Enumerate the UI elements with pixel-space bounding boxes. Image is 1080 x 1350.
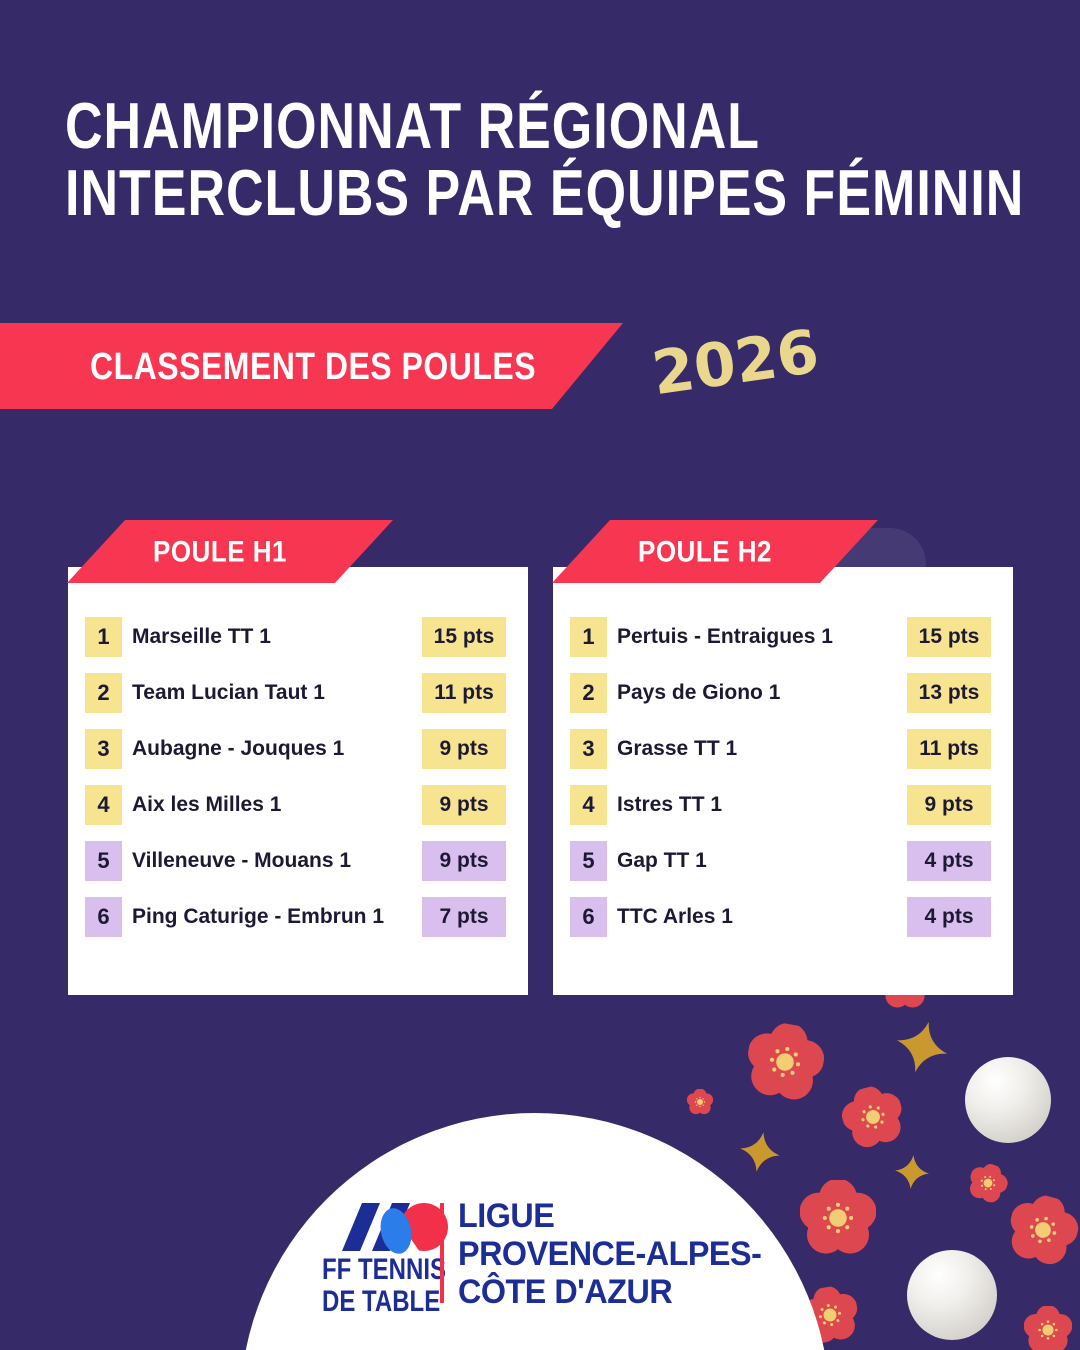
rank-badge: 6 <box>570 897 607 937</box>
rank-badge: 4 <box>85 785 122 825</box>
pool-header-label: POULE H2 <box>637 533 773 569</box>
rank-badge: 4 <box>570 785 607 825</box>
table-row: 3 Grasse TT 1 11 pts <box>570 729 991 769</box>
table-row: 6 Ping Caturige - Embrun 1 7 pts <box>85 897 506 937</box>
league-name: LIGUE PROVENCE-ALPES- CÔTE D'AZUR <box>458 1197 762 1311</box>
points-badge: 15 pts <box>907 617 991 657</box>
flower-icon <box>841 1086 902 1148</box>
team-name: Marseille TT 1 <box>132 625 271 648</box>
table-row: 6 TTC Arles 1 4 pts <box>570 897 991 937</box>
team-name: Gap TT 1 <box>617 849 707 872</box>
team-name: Ping Caturige - Embrun 1 <box>132 905 385 928</box>
pool-card: POULE H1 1 Marseille TT 1 15 pts 2 Team … <box>67 520 528 995</box>
team-name: Istres TT 1 <box>617 793 723 816</box>
table-row: 5 Villeneuve - Mouans 1 9 pts <box>85 841 506 881</box>
rank-badge: 1 <box>570 617 607 657</box>
pool-standings-table: 1 Pertuis - Entraigues 1 15 pts 2 Pays d… <box>553 567 1013 995</box>
rank-badge: 5 <box>85 841 122 881</box>
flower-icon <box>747 1022 825 1100</box>
points-badge: 13 pts <box>907 673 991 713</box>
table-row: 4 Istres TT 1 9 pts <box>570 785 991 825</box>
flower-icon <box>1024 1306 1072 1350</box>
rank-badge: 1 <box>85 617 122 657</box>
pool-standings-table: 1 Marseille TT 1 15 pts 2 Team Lucian Ta… <box>68 567 528 995</box>
ball-icon <box>907 1250 997 1340</box>
table-row: 4 Aix les Milles 1 9 pts <box>85 785 506 825</box>
points-badge: 11 pts <box>422 673 506 713</box>
table-row: 2 Pays de Giono 1 13 pts <box>570 673 991 713</box>
flower-icon <box>800 1180 876 1254</box>
table-row: 1 Marseille TT 1 15 pts <box>85 617 506 657</box>
table-row: 2 Team Lucian Taut 1 11 pts <box>85 673 506 713</box>
flower-icon <box>687 1089 713 1115</box>
points-badge: 4 pts <box>907 841 991 881</box>
classement-banner: CLASSEMENT DES POULES <box>0 323 623 409</box>
points-badge: 9 pts <box>422 841 506 881</box>
league-line-2: PROVENCE-ALPES- <box>458 1235 762 1273</box>
team-name: Aix les Milles 1 <box>132 793 282 816</box>
pool-header: POULE H1 <box>67 520 393 583</box>
team-name: TTC Arles 1 <box>617 905 733 928</box>
sparkle-icon <box>895 1155 929 1189</box>
flower-icon <box>969 1163 1008 1203</box>
sparkle-icon <box>740 1132 780 1172</box>
points-badge: 9 pts <box>422 785 506 825</box>
league-line-1: LIGUE <box>458 1197 555 1235</box>
footer-logo-group: FF TENNIS DE TABLE LIGUE PROVENCE-ALPES-… <box>322 1197 802 1332</box>
team-name: Team Lucian Taut 1 <box>132 681 325 704</box>
rank-badge: 2 <box>570 673 607 713</box>
team-name: Villeneuve - Mouans 1 <box>132 849 352 872</box>
team-name: Pays de Giono 1 <box>617 681 781 704</box>
table-row: 1 Pertuis - Entraigues 1 15 pts <box>570 617 991 657</box>
classement-banner-label: CLASSEMENT DES POULES <box>90 343 537 387</box>
league-line-3: CÔTE D'AZUR <box>458 1273 673 1311</box>
team-name: Aubagne - Jouques 1 <box>132 737 345 760</box>
table-row: 3 Aubagne - Jouques 1 9 pts <box>85 729 506 769</box>
team-name: Grasse TT 1 <box>617 737 738 760</box>
rank-badge: 3 <box>85 729 122 769</box>
points-badge: 7 pts <box>422 897 506 937</box>
points-badge: 9 pts <box>422 729 506 769</box>
year-label: 2026 <box>647 316 824 410</box>
sparkle-icon <box>896 1021 948 1073</box>
team-name: Pertuis - Entraigues 1 <box>617 625 833 648</box>
fftt-name-line-2: DE TABLE <box>322 1285 441 1318</box>
flower-icon <box>1010 1195 1079 1265</box>
points-badge: 4 pts <box>907 897 991 937</box>
pool-header-label: POULE H1 <box>152 533 288 569</box>
points-badge: 9 pts <box>907 785 991 825</box>
logo-separator <box>440 1203 444 1303</box>
points-badge: 11 pts <box>907 729 991 769</box>
pool-header: POULE H2 <box>552 520 878 583</box>
fftt-name-line-1: FF TENNIS <box>322 1253 446 1286</box>
pool-card: POULE H2 1 Pertuis - Entraigues 1 15 pts… <box>552 520 1013 995</box>
page-title: CHAMPIONNAT RÉGIONAL INTERCLUBS PAR ÉQUI… <box>65 91 1024 231</box>
title-line-1: CHAMPIONNAT RÉGIONAL <box>65 90 761 164</box>
table-row: 5 Gap TT 1 4 pts <box>570 841 991 881</box>
points-badge: 15 pts <box>422 617 506 657</box>
rank-badge: 3 <box>570 729 607 769</box>
rank-badge: 2 <box>85 673 122 713</box>
title-line-2: INTERCLUBS PAR ÉQUIPES FÉMININ <box>65 157 1025 231</box>
rank-badge: 6 <box>85 897 122 937</box>
rank-badge: 5 <box>570 841 607 881</box>
fftt-logo-icon <box>342 1203 448 1255</box>
ball-icon <box>965 1057 1051 1143</box>
